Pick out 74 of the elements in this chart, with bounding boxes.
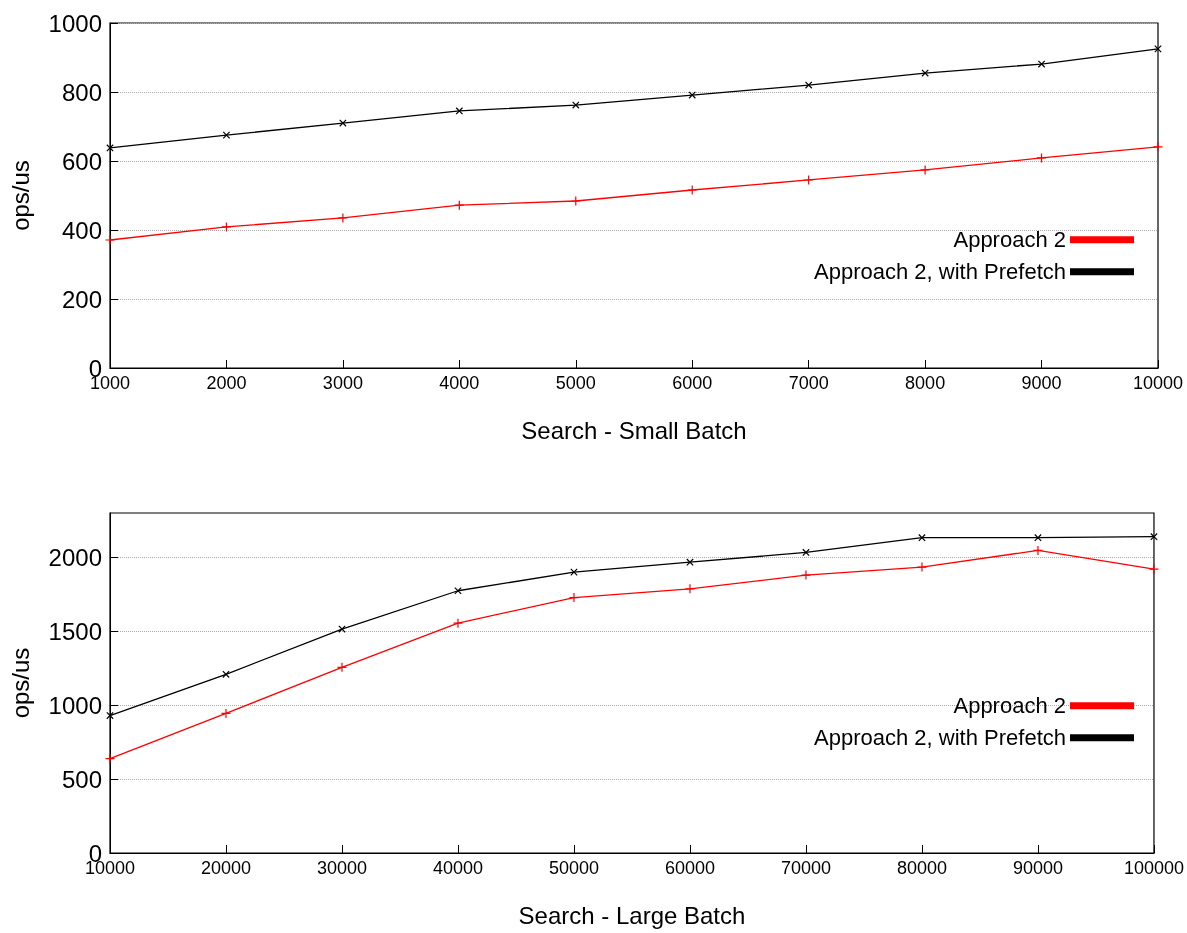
x-tick-label: 90000 (1012, 858, 1063, 878)
point (802, 548, 810, 557)
y-tick-label: 2000 (48, 543, 102, 571)
y-tick-label: 1000 (48, 9, 102, 37)
point (337, 212, 348, 224)
point (452, 618, 464, 629)
point (336, 662, 348, 673)
point (1154, 45, 1162, 53)
x-tick-label: 7000 (788, 373, 829, 393)
point (1150, 532, 1158, 541)
legend-label: Approach 2 (953, 227, 1066, 253)
x-tick-label: 70000 (780, 858, 832, 878)
point (104, 753, 116, 764)
point (687, 184, 698, 196)
point (1037, 60, 1046, 68)
point (220, 708, 232, 719)
point (106, 144, 114, 152)
x-axis-title: Search - Large Batch (518, 901, 746, 929)
x-tick-label: 9000 (1021, 373, 1062, 393)
point (1152, 141, 1164, 152)
point (104, 234, 116, 246)
x-tick-label: 80000 (896, 858, 948, 878)
x-tick-label: 6000 (672, 373, 713, 393)
point (800, 569, 812, 581)
y-tick-label: 200 (61, 285, 102, 313)
point (920, 164, 931, 176)
y-tick-label: 400 (61, 216, 102, 244)
point (222, 131, 231, 139)
point (570, 568, 578, 576)
point (688, 91, 696, 99)
point (222, 670, 230, 679)
point (684, 583, 696, 594)
x-tick-label: 10000 (1132, 373, 1184, 393)
x-tick-label: 50000 (548, 858, 600, 878)
point (221, 221, 232, 232)
x-tick-label: 2000 (206, 373, 247, 393)
point (803, 174, 814, 186)
point (454, 586, 462, 595)
y-tick-label: 1000 (48, 691, 102, 719)
x-tick-label: 4000 (439, 373, 480, 393)
x-tick-label: 30000 (316, 858, 368, 878)
point (918, 533, 926, 542)
point (1036, 152, 1047, 163)
y-axis-title: ops/us (6, 647, 34, 719)
x-axis-title: Search - Small Batch (521, 416, 747, 444)
point (804, 81, 813, 89)
legend-label: Approach 2 (953, 693, 1066, 719)
point (338, 625, 346, 633)
point (916, 562, 928, 573)
x-tick-label: 5000 (555, 373, 596, 393)
x-tick-label: 60000 (664, 858, 716, 878)
point (1034, 533, 1042, 542)
y-tick-label: 800 (61, 78, 102, 106)
x-tick-label: 3000 (322, 373, 363, 393)
point (106, 711, 114, 720)
legend-label: Approach 2, with Prefetch (814, 259, 1066, 285)
point (921, 69, 929, 77)
y-tick-label: 600 (61, 147, 102, 175)
point (1032, 545, 1044, 556)
x-tick-label: 100000 (1123, 858, 1185, 878)
point (455, 107, 464, 115)
y-tick-label: 500 (61, 765, 102, 793)
legend-label: Approach 2, with Prefetch (814, 725, 1066, 751)
point (1148, 564, 1160, 575)
x-tick-label: 8000 (905, 373, 946, 393)
point (572, 101, 580, 109)
point (686, 558, 694, 567)
x-tick-label: 40000 (432, 858, 484, 878)
point (570, 195, 581, 207)
point (568, 592, 580, 603)
point (339, 119, 347, 127)
y-tick-label: 1500 (48, 617, 102, 645)
x-tick-label: 20000 (200, 858, 252, 878)
y-axis-title: ops/us (6, 160, 34, 231)
